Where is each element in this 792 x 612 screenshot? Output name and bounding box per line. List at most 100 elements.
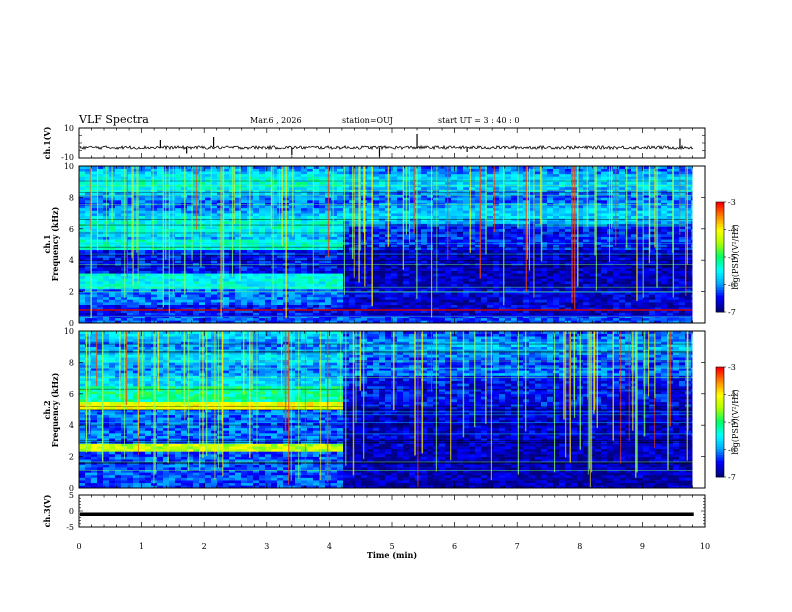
spec-cell	[217, 236, 224, 240]
spec-cell	[151, 239, 158, 243]
spec-cell	[451, 202, 458, 206]
spec-cell	[301, 215, 308, 219]
spec-cell	[595, 275, 602, 279]
spec-cell	[151, 291, 158, 295]
spec-cell	[679, 291, 686, 295]
spec-cell	[253, 265, 260, 269]
spec-cell	[259, 283, 266, 287]
spec-cell	[133, 210, 140, 214]
spec-cell	[121, 249, 128, 253]
spec-cell	[421, 226, 428, 230]
spec-cell	[145, 236, 152, 240]
spec-cell	[115, 275, 122, 279]
station-label: station=OUJ	[342, 116, 393, 125]
spec-cell	[223, 273, 230, 277]
spec-cell	[607, 320, 614, 324]
spec-cell	[91, 236, 98, 240]
spec-cell	[601, 247, 608, 251]
spec-cell	[553, 265, 560, 269]
spec-cell	[451, 296, 458, 300]
spec-cell	[187, 299, 194, 303]
spec-cell	[415, 268, 422, 271]
spec-cell	[313, 247, 320, 251]
spec-cell	[517, 309, 524, 313]
spec-cell	[151, 247, 158, 251]
spec-cell	[307, 200, 314, 203]
spec-cell	[325, 273, 332, 277]
spec-cell	[187, 296, 194, 300]
spec-cell	[481, 249, 488, 253]
spec-cell	[529, 299, 536, 303]
spec-cell	[205, 197, 212, 201]
spec-cell	[367, 296, 374, 300]
spec-cell	[199, 215, 206, 219]
spec-cell	[223, 239, 230, 243]
spec-cell	[433, 317, 440, 321]
spec-cell	[493, 226, 500, 230]
spec-cell	[583, 288, 590, 292]
spec-cell	[457, 307, 464, 311]
spec-cell	[559, 286, 566, 290]
spec-cell	[415, 220, 422, 224]
spec-cell	[469, 220, 476, 224]
spec-cell	[505, 202, 512, 206]
spec-cell	[625, 234, 632, 237]
spec-cell	[553, 207, 560, 211]
spec-cell	[427, 257, 434, 261]
spec-cell	[577, 234, 584, 237]
spec-cell	[79, 215, 86, 219]
spec-cell	[457, 228, 464, 232]
spec-cell	[529, 312, 536, 316]
spec-cell	[457, 273, 464, 277]
spec-cell	[397, 317, 404, 321]
spec-cell	[577, 288, 584, 292]
spec-cell	[415, 213, 422, 217]
spec-cell	[589, 317, 596, 321]
spec-cell	[337, 200, 344, 203]
spec-cell	[481, 236, 488, 240]
spec-cell	[199, 278, 206, 282]
spec-cell	[457, 288, 464, 292]
spec-cell	[589, 249, 596, 253]
spec-cell	[427, 273, 434, 277]
spec-cell	[97, 254, 104, 258]
spec-cell	[391, 215, 398, 219]
spec-cell	[145, 270, 152, 274]
spec-cell	[445, 260, 452, 264]
spec-cell	[91, 226, 98, 230]
spec-cell	[217, 257, 224, 261]
spec-cell	[667, 234, 674, 237]
spec-cell	[457, 215, 464, 219]
spec-cell	[499, 215, 506, 219]
spec-cell	[361, 304, 368, 308]
spec-cell	[259, 239, 266, 243]
spec-cell	[409, 268, 416, 271]
spec-cell	[385, 273, 392, 277]
spec-cell	[253, 210, 260, 214]
spec-cell	[139, 236, 146, 240]
spec-cell	[385, 283, 392, 287]
spec-cell	[493, 234, 500, 237]
spec-cell	[313, 288, 320, 292]
spec-cell	[463, 257, 470, 261]
spec-cell	[337, 205, 344, 209]
spec-cell	[373, 202, 380, 206]
spec-cell	[409, 202, 416, 206]
spec-cell	[499, 254, 506, 258]
spec-cell	[271, 278, 278, 282]
spec-cell	[529, 294, 536, 298]
spec-cell	[139, 247, 146, 251]
spec-cell	[637, 309, 644, 313]
spec-cell	[691, 286, 693, 290]
spec-cell	[529, 200, 536, 203]
spec-cell	[211, 197, 218, 201]
spec-cell	[79, 194, 86, 198]
spec-cell	[169, 234, 176, 237]
spec-cell	[505, 268, 512, 271]
spec-cell	[301, 312, 308, 316]
spec-cell	[541, 260, 548, 264]
spec-cell	[481, 299, 488, 303]
spec-cell	[247, 307, 254, 311]
spec-cell	[307, 281, 314, 285]
spec-cell	[157, 247, 164, 251]
